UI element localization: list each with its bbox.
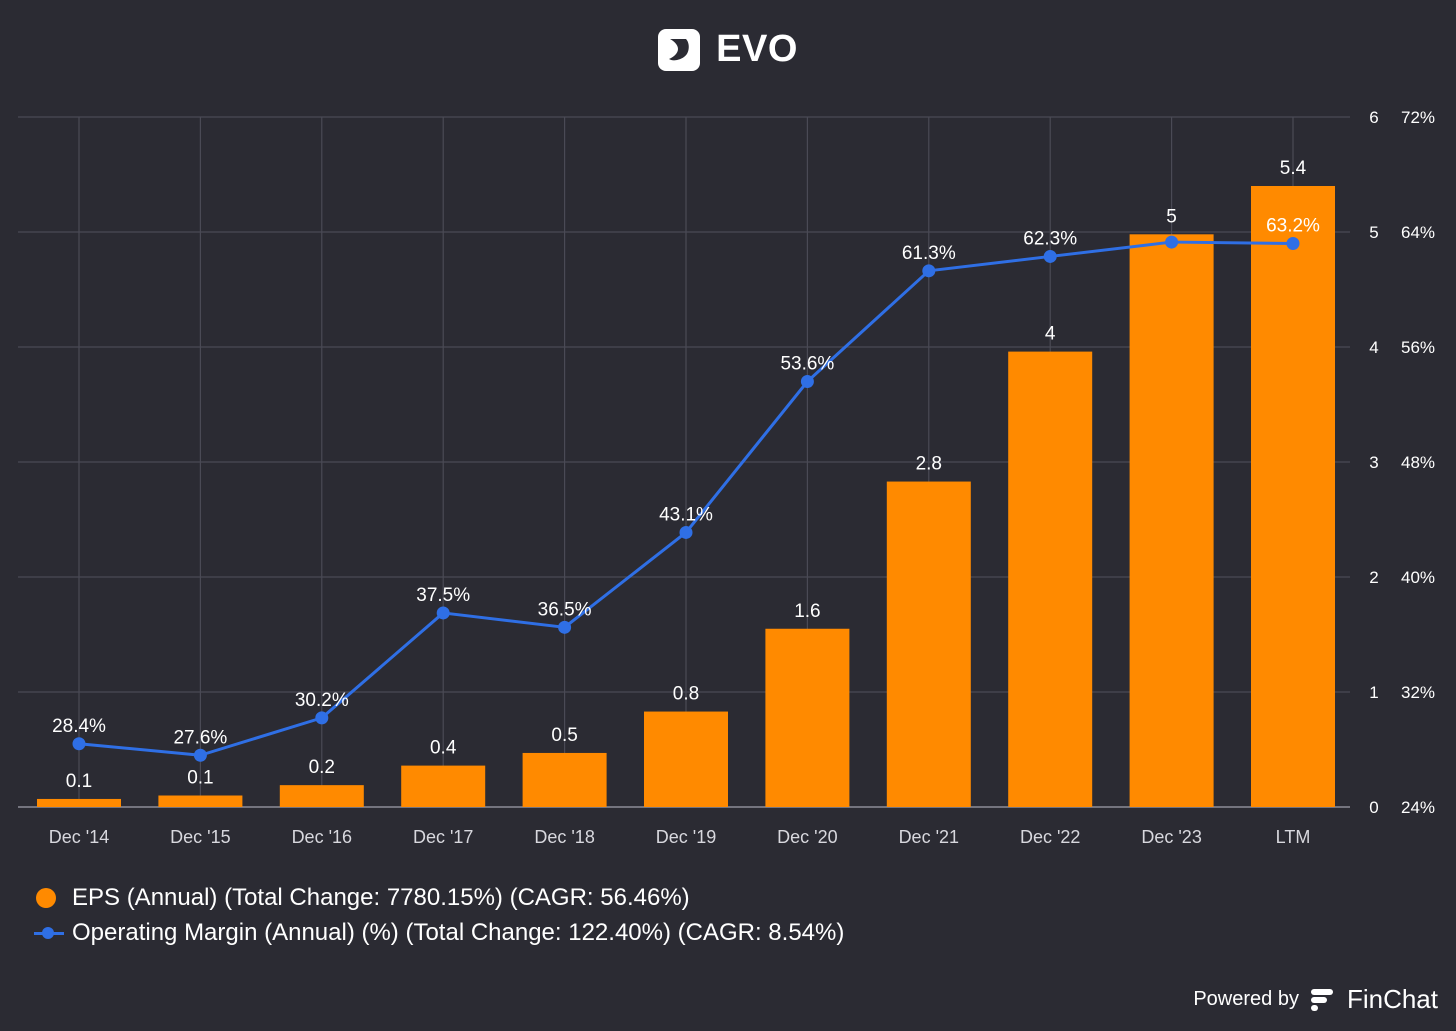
y-left-tick-label: 1 — [1369, 683, 1378, 702]
eps-data-label: 5 — [1166, 206, 1177, 227]
operating-margin-point — [1165, 235, 1179, 249]
eps-bar — [1008, 351, 1093, 807]
operating-margin-data-label: 62.3% — [1023, 228, 1077, 249]
eps-legend-label: EPS (Annual) (Total Change: 7780.15%) (C… — [72, 883, 690, 911]
y-left-tick-label: 0 — [1369, 798, 1378, 817]
operating-margin-data-label: 53.6% — [780, 354, 834, 375]
eps-bar — [401, 765, 486, 807]
operating-margin-legend-marker — [34, 923, 64, 943]
eps-data-label: 0.1 — [187, 768, 213, 789]
operating-margin-data-label: 36.5% — [538, 599, 592, 620]
eps-data-label: 0.5 — [551, 725, 577, 746]
chart-header: EVO — [0, 28, 1456, 71]
eps-data-label: 5.4 — [1280, 158, 1307, 179]
x-tick-label: Dec '23 — [1141, 827, 1201, 847]
operating-margin-point — [1043, 249, 1057, 263]
y-right-tick-label: 40% — [1401, 568, 1435, 587]
eps-data-label: 1.6 — [794, 601, 820, 622]
eps-bar — [37, 798, 121, 807]
y-right-tick-label: 24% — [1401, 798, 1435, 817]
operating-margin-data-label: 28.4% — [52, 716, 106, 737]
operating-margin-data-label: 43.1% — [659, 504, 713, 525]
powered-by-text: Powered by — [1193, 988, 1299, 1010]
y-right-tick-label: 64% — [1401, 223, 1435, 242]
x-tick-label: Dec '16 — [292, 827, 352, 847]
eps-bar — [1251, 186, 1335, 807]
x-tick-label: LTM — [1276, 827, 1311, 847]
y-right-tick-label: 72% — [1401, 108, 1435, 127]
eps-bar — [1129, 234, 1214, 808]
eps-bar — [644, 711, 728, 807]
evo-logo-icon — [658, 28, 701, 71]
eps-data-label: 0.2 — [309, 757, 335, 778]
operating-margin-point — [558, 620, 572, 634]
y-left-tick-label: 6 — [1369, 108, 1378, 127]
x-tick-label: Dec '21 — [899, 827, 959, 847]
operating-margin-point — [72, 737, 86, 751]
x-tick-label: Dec '14 — [49, 827, 109, 847]
eps-bar — [279, 785, 364, 807]
legend: EPS (Annual) (Total Change: 7780.15%) (C… — [34, 880, 844, 950]
y-left-tick-label: 3 — [1369, 453, 1378, 472]
operating-margin-legend-label: Operating Margin (Annual) (%) (Total Cha… — [72, 918, 845, 946]
operating-margin-point — [436, 606, 450, 620]
chart-title: EVO — [716, 28, 798, 70]
operating-margin-point — [679, 525, 693, 539]
operating-margin-point — [315, 711, 329, 725]
eps-data-label: 0.4 — [430, 738, 457, 759]
x-tick-label: Dec '22 — [1020, 827, 1080, 847]
y-right-tick-label: 48% — [1401, 453, 1435, 472]
eps-bar — [886, 481, 971, 807]
operating-margin-data-label: 27.6% — [173, 727, 227, 748]
eps-data-label: 4 — [1045, 324, 1056, 345]
finchat-logo-icon — [1310, 988, 1333, 1011]
y-left-tick-label: 5 — [1369, 223, 1378, 242]
x-tick-label: Dec '18 — [534, 827, 594, 847]
footer: Powered by FinChat — [1193, 984, 1438, 1015]
y-right-tick-label: 32% — [1401, 683, 1435, 702]
operating-margin-point — [193, 748, 207, 762]
legend-item-operating-margin[interactable]: Operating Margin (Annual) (%) (Total Cha… — [34, 915, 844, 950]
x-tick-label: Dec '19 — [656, 827, 716, 847]
operating-margin-point — [1286, 237, 1300, 250]
eps-bar — [522, 752, 607, 807]
x-tick-label: Dec '15 — [170, 827, 230, 847]
operating-margin-data-label: 37.5% — [416, 585, 470, 606]
x-tick-label: Dec '20 — [777, 827, 837, 847]
eps-bar — [765, 628, 850, 807]
chart-plot: 0 24% 1 32% 2 40% 3 48% 4 56% 5 64% 6 72% 0.1 0.1 0.2 0.4… — [18, 108, 1435, 847]
finchat-brand: FinChat — [1346, 984, 1438, 1014]
eps-data-label: 0.8 — [673, 684, 699, 705]
y-left-tick-label: 2 — [1369, 568, 1378, 587]
operating-margin-data-label: 30.2% — [295, 690, 349, 711]
operating-margin-data-label: 61.3% — [902, 243, 956, 264]
eps-bar — [158, 795, 243, 807]
eps-data-label: 0.1 — [66, 771, 92, 792]
eps-data-label: 2.8 — [916, 454, 942, 475]
x-tick-label: Dec '17 — [413, 827, 473, 847]
operating-margin-point — [800, 375, 814, 388]
eps-legend-marker — [36, 887, 56, 908]
legend-item-eps[interactable]: EPS (Annual) (Total Change: 7780.15%) (C… — [34, 880, 844, 915]
y-right-tick-label: 56% — [1401, 338, 1435, 357]
operating-margin-data-label: 63.2% — [1266, 216, 1320, 237]
operating-margin-point — [922, 264, 936, 278]
y-left-tick-label: 4 — [1369, 338, 1378, 357]
